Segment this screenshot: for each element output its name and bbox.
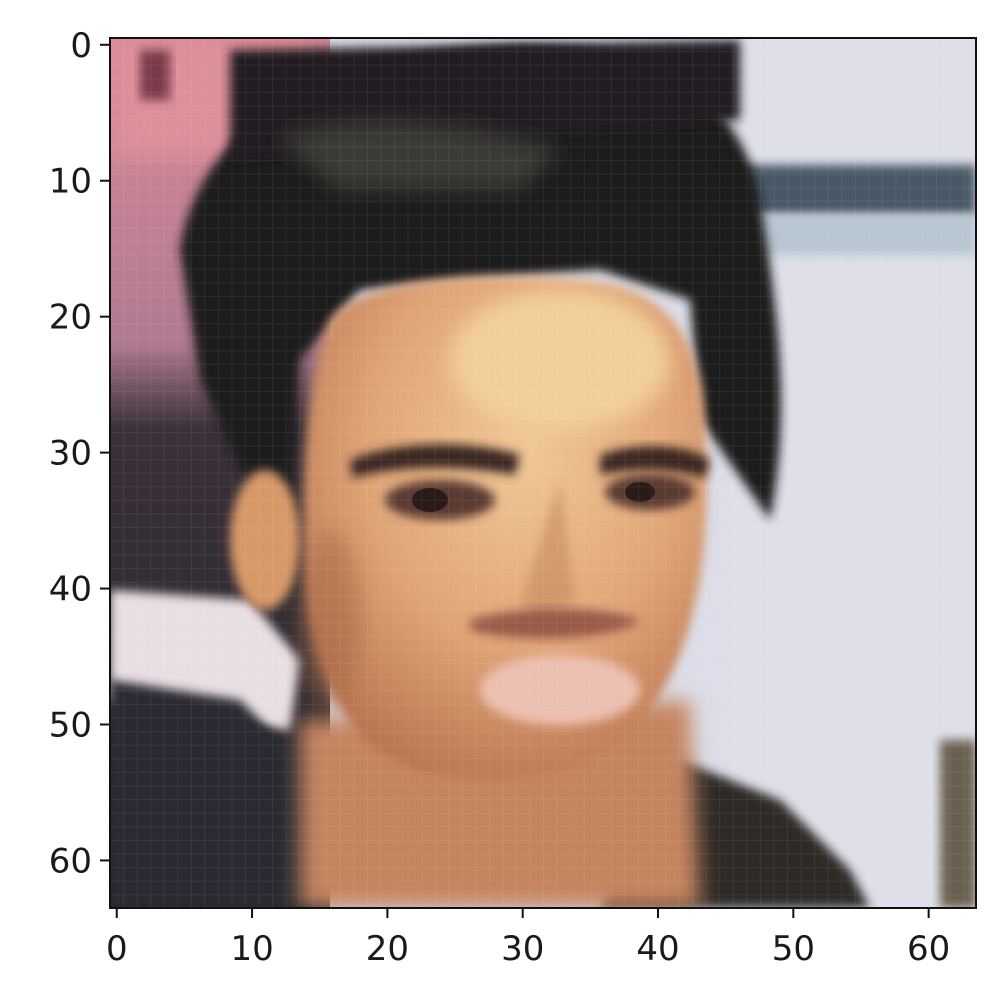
axes-frame <box>109 37 977 909</box>
x-tick-label: 20 <box>366 929 409 969</box>
x-tick-label: 40 <box>636 929 679 969</box>
y-tick-label: 20 <box>49 298 92 338</box>
x-tick-label: 30 <box>501 929 544 969</box>
x-tick-label: 60 <box>907 929 950 969</box>
x-axis: 0 10 20 30 40 50 60 <box>106 908 950 969</box>
x-tick-label: 50 <box>772 929 815 969</box>
y-tick-label: 60 <box>49 841 92 881</box>
y-tick-label: 10 <box>49 162 92 202</box>
y-tick-label: 30 <box>49 434 92 474</box>
y-tick-label: 50 <box>49 705 92 745</box>
y-tick-label: 0 <box>70 26 92 66</box>
x-tick-label: 10 <box>230 929 273 969</box>
x-tick-label: 0 <box>106 929 128 969</box>
y-tick-label: 40 <box>49 570 92 610</box>
y-axis: 0 10 20 30 40 50 60 <box>49 26 110 881</box>
photo-image <box>110 38 976 908</box>
